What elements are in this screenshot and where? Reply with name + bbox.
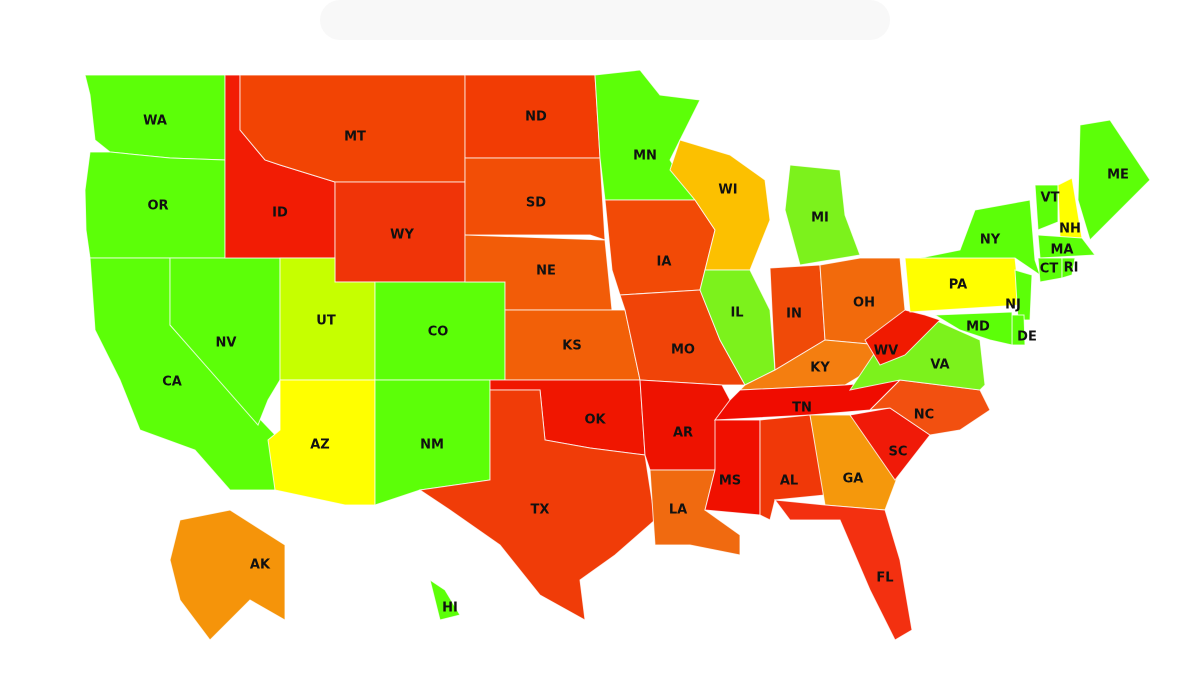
state-label: TX	[531, 503, 550, 518]
state-label: AK	[250, 558, 271, 573]
state-shape	[864, 309, 941, 366]
state-label: FL	[876, 571, 893, 586]
state-label: AR	[673, 426, 693, 441]
state-shape	[1077, 119, 1151, 241]
state-label: IN	[786, 307, 802, 322]
state-label: VT	[1041, 191, 1060, 206]
state-label: NC	[914, 408, 934, 423]
state-shape	[784, 164, 861, 266]
state-label: AZ	[310, 438, 330, 453]
state-label: NY	[980, 233, 1001, 248]
state-label: MS	[719, 474, 741, 489]
state-label: ND	[525, 110, 547, 125]
state-label: NE	[536, 264, 556, 279]
state-shape	[169, 509, 286, 641]
state-label: ID	[272, 206, 288, 221]
state-label: SD	[526, 196, 546, 211]
state-label: CO	[428, 325, 449, 340]
state-shape	[464, 157, 606, 241]
state-label: NV	[216, 336, 237, 351]
state-shape	[773, 499, 913, 641]
state-shape	[809, 414, 901, 511]
state-label: PA	[949, 278, 967, 293]
state-label: RI	[1064, 261, 1079, 276]
state-label: NJ	[1005, 298, 1021, 313]
state-label: LA	[669, 503, 687, 518]
state-shape	[704, 419, 761, 516]
state-label: NM	[420, 438, 444, 453]
state-label: MO	[671, 343, 695, 358]
state-label: WI	[718, 183, 737, 198]
state-shape	[429, 578, 461, 621]
state-label: TN	[792, 401, 812, 416]
state-label: DE	[1017, 330, 1037, 345]
state-label: CT	[1040, 262, 1059, 277]
state-label: OK	[584, 413, 606, 428]
state-shape	[1034, 184, 1059, 231]
state-label: MN	[633, 149, 657, 164]
state-label: OR	[147, 199, 168, 214]
state-shape	[604, 199, 716, 296]
state-label: WV	[874, 344, 898, 359]
state-label: WA	[143, 114, 167, 129]
state-label: NH	[1059, 222, 1081, 237]
state-shape	[919, 199, 1041, 277]
state-label: GA	[843, 472, 864, 487]
state-shapes	[84, 69, 1151, 641]
state-label: MA	[1051, 243, 1074, 258]
state-label: UT	[316, 314, 336, 329]
state-label: OH	[853, 296, 875, 311]
state-label: MD	[966, 320, 990, 335]
state-label: WY	[390, 228, 414, 243]
state-label: CA	[162, 375, 182, 390]
state-labels: WA OR CA NV ID MT WY UT CO AZ NM ND SD NE KS OK TX MN IA MO…	[143, 110, 1129, 616]
state-label: ME	[1107, 168, 1129, 183]
state-label: IA	[657, 255, 672, 270]
state-shape	[933, 311, 1013, 346]
state-shape	[1061, 257, 1076, 279]
state-shape	[1014, 269, 1033, 321]
state-shape	[1037, 234, 1096, 259]
state-label: AL	[780, 474, 798, 489]
blurred-header	[320, 0, 890, 40]
state-label: MI	[811, 211, 829, 226]
state-label: IL	[730, 306, 743, 321]
state-label: KS	[562, 339, 581, 354]
state-label: KY	[810, 361, 830, 376]
state-label: HI	[442, 601, 458, 616]
state-label: VA	[930, 358, 949, 373]
state-label: SC	[889, 445, 908, 460]
state-label: MT	[344, 130, 366, 145]
